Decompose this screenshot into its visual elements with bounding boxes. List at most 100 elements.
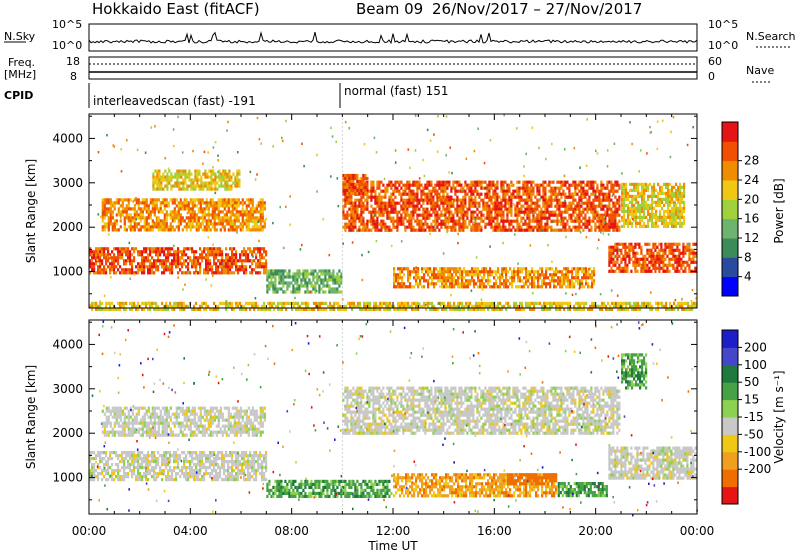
heatmap-cell [422, 208, 424, 211]
heatmap-cell [220, 173, 222, 176]
heatmap-cell [239, 302, 241, 305]
heatmap-cell [200, 210, 202, 213]
heatmap-cell [117, 268, 119, 271]
heatmap-cell [518, 226, 520, 229]
heatmap-cell [147, 253, 149, 256]
heatmap-cell [156, 225, 158, 228]
heatmap-cell [671, 189, 673, 192]
heatmap-cell [183, 302, 185, 305]
heatmap-cell [231, 271, 233, 274]
heatmap-cell [668, 249, 670, 252]
heatmap-cell [366, 202, 368, 205]
heatmap-cell [232, 182, 234, 185]
heatmap-cell [566, 208, 568, 211]
heatmap-cell [441, 285, 443, 288]
heatmap-cell [208, 213, 210, 216]
heatmap-cell [169, 268, 171, 271]
heatmap-cell [634, 252, 636, 255]
heatmap-cell [278, 281, 280, 284]
heatmap-cell [410, 223, 412, 226]
heatmap-cell [473, 279, 475, 282]
heatmap-cell [443, 270, 445, 273]
heatmap-cell [260, 222, 262, 225]
heatmap-cell [424, 208, 426, 211]
heatmap-cell [374, 226, 376, 229]
heatmap-cell [258, 201, 260, 204]
heatmap-cell [684, 252, 686, 255]
heatmap-cell [225, 265, 227, 268]
heatmap-cell [213, 302, 215, 305]
heatmap-cell [268, 281, 270, 284]
heatmap-cell [294, 278, 296, 281]
heatmap-cell [502, 217, 504, 220]
heatmap-cell [263, 247, 265, 250]
heatmap-cell [564, 226, 566, 229]
heatmap-cell [186, 225, 188, 228]
heatmap-cell [539, 267, 541, 270]
heatmap-cell [591, 270, 593, 273]
heatmap-cell [568, 196, 570, 199]
heatmap-cell [520, 208, 522, 211]
heatmap-cell [518, 181, 520, 184]
heatmap-cell [491, 285, 493, 288]
heatmap-cell [682, 255, 684, 258]
heatmap-cell [426, 208, 428, 211]
heatmap-cell [554, 190, 556, 193]
heatmap-cell [534, 226, 536, 229]
heatmap-cell [462, 205, 464, 208]
heatmap-cell [548, 184, 550, 187]
heatmap-cell [625, 192, 627, 195]
heatmap-cell [651, 213, 653, 216]
heatmap-cell [526, 208, 528, 211]
heatmap-cell [184, 204, 186, 207]
heatmap-cell [492, 181, 494, 184]
heatmap-cell [643, 195, 645, 198]
heatmap-cell [420, 193, 422, 196]
heatmap-cell [515, 270, 517, 273]
heatmap-cell [540, 208, 542, 211]
heatmap-cell [582, 181, 584, 184]
heatmap-cell [462, 211, 464, 214]
heatmap-cell [255, 247, 257, 250]
heatmap-cell [564, 229, 566, 232]
heatmap-cell [654, 246, 656, 249]
heatmap-cell [202, 198, 204, 201]
heatmap-cell [403, 267, 405, 270]
heatmap-cell [578, 223, 580, 226]
heatmap-cell [426, 214, 428, 217]
heatmap-cell [344, 192, 346, 195]
heatmap-cell [563, 267, 565, 270]
heatmap-cell [105, 253, 107, 256]
heatmap-cell [571, 276, 573, 279]
heatmap-cell [172, 176, 174, 179]
heatmap-cell [205, 247, 207, 250]
heatmap-cell [194, 179, 196, 182]
heatmap-cell [366, 199, 368, 202]
heatmap-cell [221, 265, 223, 268]
heatmap-cell [681, 198, 683, 201]
heatmap-cell [545, 282, 547, 285]
heatmap-cell [669, 189, 671, 192]
heatmap-cell [529, 276, 531, 279]
heatmap-cell [292, 278, 294, 281]
heatmap-cell [152, 182, 154, 185]
heatmap-cell [667, 195, 669, 198]
heatmap-cell [329, 302, 331, 305]
heatmap-cell [407, 276, 409, 279]
heatmap-cell [633, 195, 635, 198]
heatmap-cell [198, 198, 200, 201]
heatmap-cell [561, 282, 563, 285]
heatmap-cell [628, 246, 630, 249]
heatmap-cell [294, 272, 296, 275]
heatmap-cell [184, 207, 186, 210]
heatmap-cell [608, 252, 610, 255]
heatmap-cell [155, 265, 157, 268]
heatmap-cell [573, 276, 575, 279]
heatmap-cell [228, 222, 230, 225]
heatmap-cell [400, 193, 402, 196]
heatmap-cell [318, 278, 320, 281]
heatmap-cell [213, 247, 215, 250]
heatmap-cell [211, 265, 213, 268]
heatmap-cell [647, 210, 649, 213]
heatmap-cell [438, 205, 440, 208]
